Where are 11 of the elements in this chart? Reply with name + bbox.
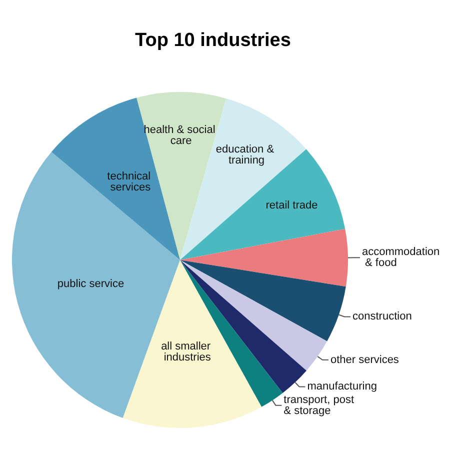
slice-label: public service — [57, 278, 124, 290]
slice-label: retail trade — [266, 200, 318, 212]
slice-label: other services — [330, 354, 400, 366]
slice-label: education & training — [216, 143, 278, 166]
slice-label: construction — [352, 310, 412, 323]
slice-label: technical services — [107, 170, 154, 194]
slice-label: transport, post & storage — [284, 394, 358, 417]
slice-label: all smaller industries — [161, 340, 214, 364]
chart-title: Top 10 industries — [135, 30, 291, 51]
slice-label: manufacturing — [307, 380, 377, 393]
slice-label: accommodation & food — [362, 246, 440, 270]
